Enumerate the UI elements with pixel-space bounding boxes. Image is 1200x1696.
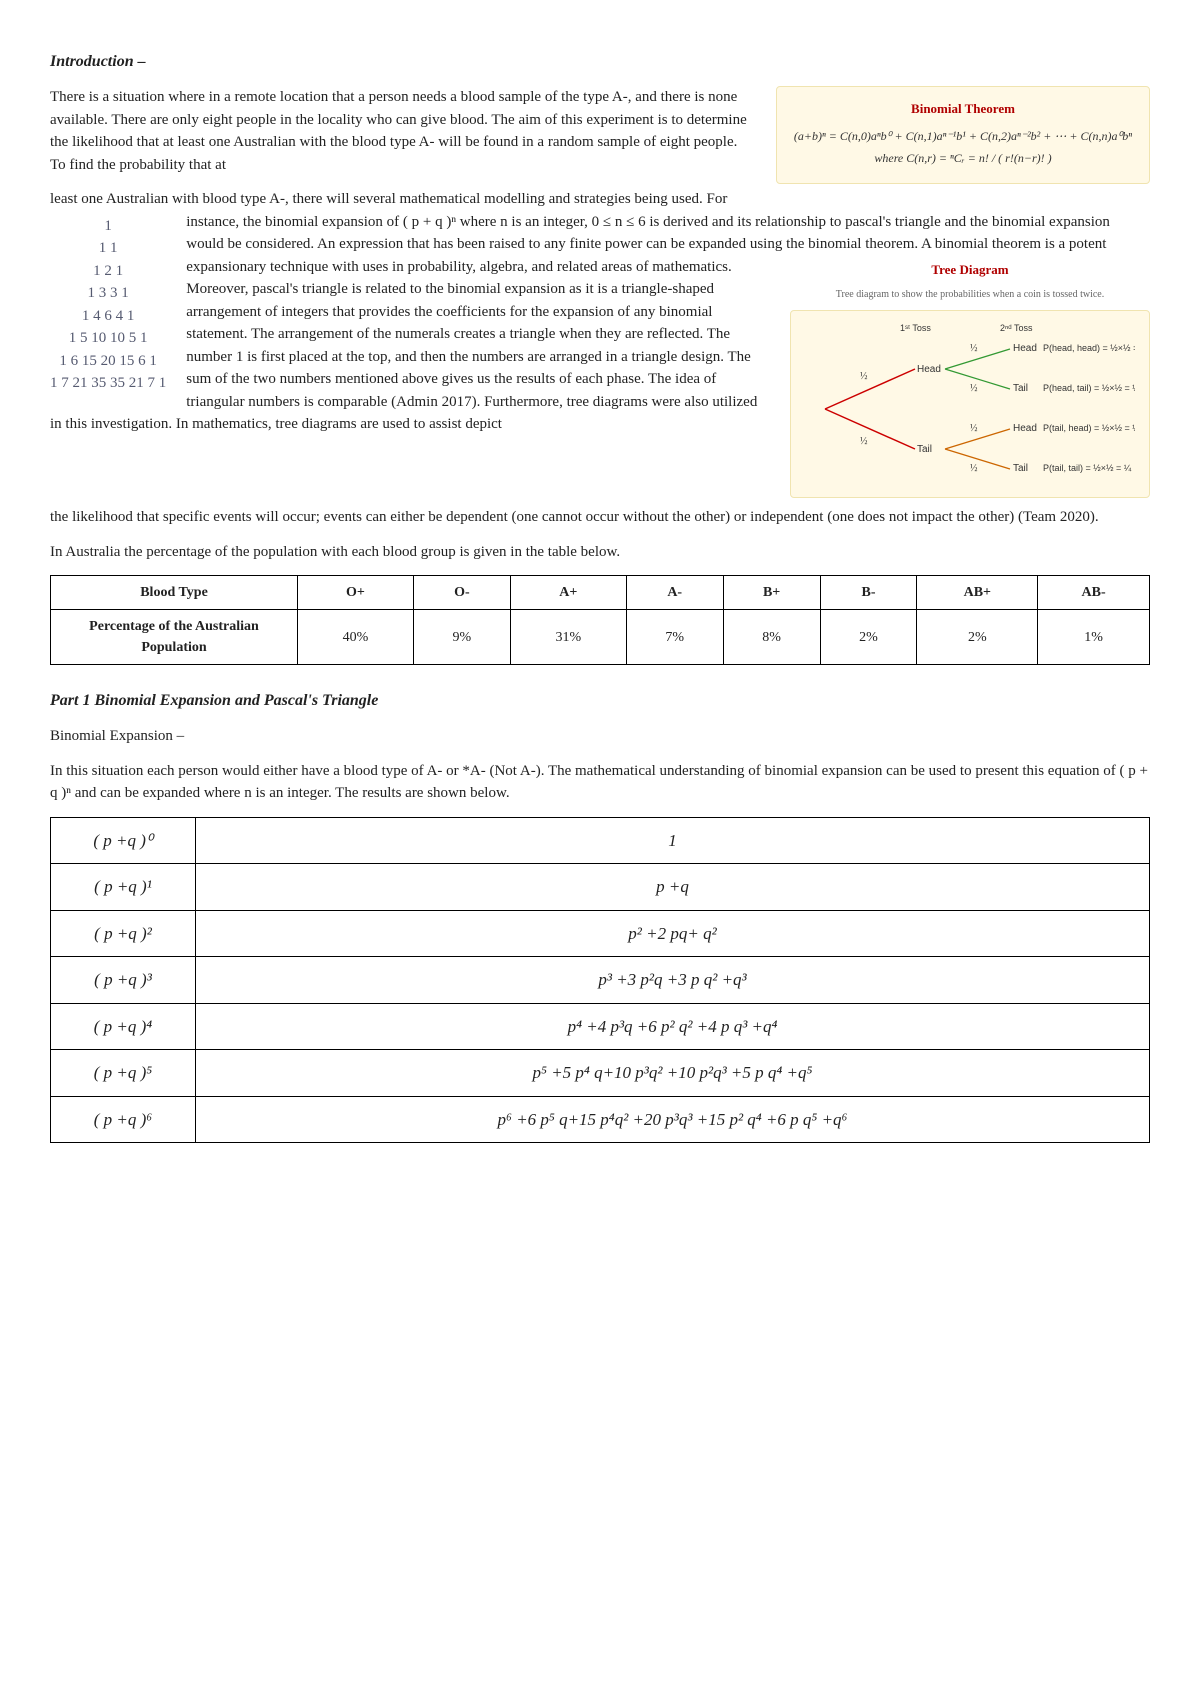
table-row: Blood Type O+ O- A+ A- B+ B- AB+ AB- <box>51 576 1150 610</box>
svg-text:P(head, head) = ½×½ = ¼: P(head, head) = ½×½ = ¼ <box>1043 343 1135 353</box>
blood-type-table: Blood Type O+ O- A+ A- B+ B- AB+ AB- Per… <box>50 575 1150 665</box>
tree-header-2: 2ⁿᵈ Toss <box>1000 323 1033 333</box>
exp-lhs: ( p +q )⁴ <box>51 1003 196 1050</box>
exp-rhs: p⁴ +4 p³q +6 p² q² +4 p q³ +q⁴ <box>196 1003 1150 1050</box>
tree-box-title: Tree Diagram <box>790 260 1150 280</box>
part1-sub: Binomial Expansion – <box>50 725 1150 748</box>
part1-para: In this situation each person would eith… <box>50 760 1150 805</box>
pascal-row: 1 3 3 1 <box>50 282 166 305</box>
pascal-row: 1 7 21 35 35 21 7 1 <box>50 372 166 395</box>
blood-header: Blood Type <box>51 576 298 610</box>
svg-text:½: ½ <box>860 371 868 382</box>
svg-text:Head: Head <box>917 364 941 375</box>
table-row: ( p +q )²p² +2 pq+ q² <box>51 910 1150 957</box>
pascal-row: 1 2 1 <box>50 260 166 283</box>
blood-value: 31% <box>510 610 626 665</box>
blood-header: AB- <box>1038 576 1150 610</box>
pascal-row: 1 6 15 20 15 6 1 <box>50 350 166 373</box>
svg-text:P(tail, tail) = ½×½ = ¼: P(tail, tail) = ½×½ = ¼ <box>1043 463 1132 473</box>
table-row: ( p +q )¹p +q <box>51 864 1150 911</box>
svg-text:Tail: Tail <box>917 444 932 455</box>
blood-header: A+ <box>510 576 626 610</box>
svg-text:Tail: Tail <box>1013 383 1028 394</box>
exp-rhs: 1 <box>196 817 1150 864</box>
tree-header-1: 1ˢᵗ Toss <box>900 323 931 333</box>
binomial-formula-2: where C(n,r) = ⁿCᵣ = n! / ( r!(n−r)! ) <box>793 149 1133 167</box>
binomial-formula-1: (a+b)ⁿ = C(n,0)aⁿb⁰ + C(n,1)aⁿ⁻¹b¹ + C(n… <box>793 127 1133 145</box>
svg-text:½: ½ <box>970 383 978 394</box>
table-row: Percentage of the Australian Population … <box>51 610 1150 665</box>
blood-header: AB+ <box>917 576 1038 610</box>
svg-text:½: ½ <box>970 423 978 434</box>
intro-heading: Introduction – <box>50 50 1150 74</box>
svg-text:Head: Head <box>1013 343 1037 354</box>
exp-lhs: ( p +q )⁵ <box>51 1050 196 1097</box>
blood-header: B- <box>820 576 917 610</box>
exp-lhs: ( p +q )¹ <box>51 864 196 911</box>
exp-rhs: p³ +3 p²q +3 p q² +q³ <box>196 957 1150 1004</box>
table-row: ( p +q )⁵p⁵ +5 p⁴ q+10 p³q² +10 p²q³ +5 … <box>51 1050 1150 1097</box>
blood-value: 40% <box>298 610 414 665</box>
binomial-box-title: Binomial Theorem <box>793 99 1133 119</box>
table-row: ( p +q )⁶p⁶ +6 p⁵ q+15 p⁴q² +20 p³q³ +15… <box>51 1096 1150 1143</box>
exp-lhs: ( p +q )³ <box>51 957 196 1004</box>
tree-caption: Tree diagram to show the probabilities w… <box>790 287 1150 302</box>
table-row: ( p +q )⁰1 <box>51 817 1150 864</box>
blood-header: O- <box>413 576 510 610</box>
svg-text:½: ½ <box>970 343 978 354</box>
exp-rhs: p⁶ +6 p⁵ q+15 p⁴q² +20 p³q³ +15 p² q⁴ +6… <box>196 1096 1150 1143</box>
exp-rhs: p² +2 pq+ q² <box>196 910 1150 957</box>
blood-value: 8% <box>723 610 820 665</box>
blood-value: 1% <box>1038 610 1150 665</box>
exp-lhs: ( p +q )² <box>51 910 196 957</box>
blood-header: B+ <box>723 576 820 610</box>
table-row: ( p +q )³p³ +3 p²q +3 p q² +q³ <box>51 957 1150 1004</box>
tree-diagram-box: Tree Diagram Tree diagram to show the pr… <box>790 260 1150 499</box>
exp-lhs: ( p +q )⁶ <box>51 1096 196 1143</box>
pascals-triangle: 1 1 1 1 2 1 1 3 3 1 1 4 6 4 1 1 5 10 10 … <box>50 215 166 395</box>
pascal-row: 1 4 6 4 1 <box>50 305 166 328</box>
svg-text:P(tail, head) = ½×½ = ¼: P(tail, head) = ½×½ = ¼ <box>1043 423 1135 433</box>
binomial-theorem-box: Binomial Theorem (a+b)ⁿ = C(n,0)aⁿb⁰ + C… <box>776 86 1150 184</box>
svg-text:½: ½ <box>970 463 978 474</box>
expansion-table: ( p +q )⁰1 ( p +q )¹p +q ( p +q )²p² +2 … <box>50 817 1150 1144</box>
blood-value: 7% <box>626 610 723 665</box>
svg-text:½: ½ <box>860 436 868 447</box>
intro-para-1: There is a situation where in a remote l… <box>50 86 756 176</box>
blood-header: A- <box>626 576 723 610</box>
exp-rhs: p⁵ +5 p⁴ q+10 p³q² +10 p²q³ +5 p q⁴ +q⁵ <box>196 1050 1150 1097</box>
tree-diagram-svg: 1ˢᵗ Toss 2ⁿᵈ Toss ½ ½ Head Tail ½ ½ Head… <box>805 319 1135 489</box>
blood-value: 2% <box>820 610 917 665</box>
svg-text:Head: Head <box>1013 423 1037 434</box>
table-row: ( p +q )⁴p⁴ +4 p³q +6 p² q² +4 p q³ +q⁴ <box>51 1003 1150 1050</box>
blood-header: O+ <box>298 576 414 610</box>
intro-cont-1: least one Australian with blood type A-,… <box>50 188 1150 211</box>
blood-value: 9% <box>413 610 510 665</box>
pascal-row: 1 5 10 10 5 1 <box>50 327 166 350</box>
exp-lhs: ( p +q )⁰ <box>51 817 196 864</box>
intro-para-2: In Australia the percentage of the popul… <box>50 541 1150 564</box>
blood-row-label: Percentage of the Australian Population <box>51 610 298 665</box>
pascal-row: 1 1 <box>50 237 166 260</box>
part1-heading: Part 1 Binomial Expansion and Pascal's T… <box>50 689 1150 713</box>
blood-value: 2% <box>917 610 1038 665</box>
pascal-row: 1 <box>50 215 166 238</box>
svg-text:Tail: Tail <box>1013 463 1028 474</box>
intro-cont-5: the likelihood that specific events will… <box>50 506 1150 529</box>
svg-text:P(head, tail) = ½×½ = ¼: P(head, tail) = ½×½ = ¼ <box>1043 383 1135 393</box>
exp-rhs: p +q <box>196 864 1150 911</box>
